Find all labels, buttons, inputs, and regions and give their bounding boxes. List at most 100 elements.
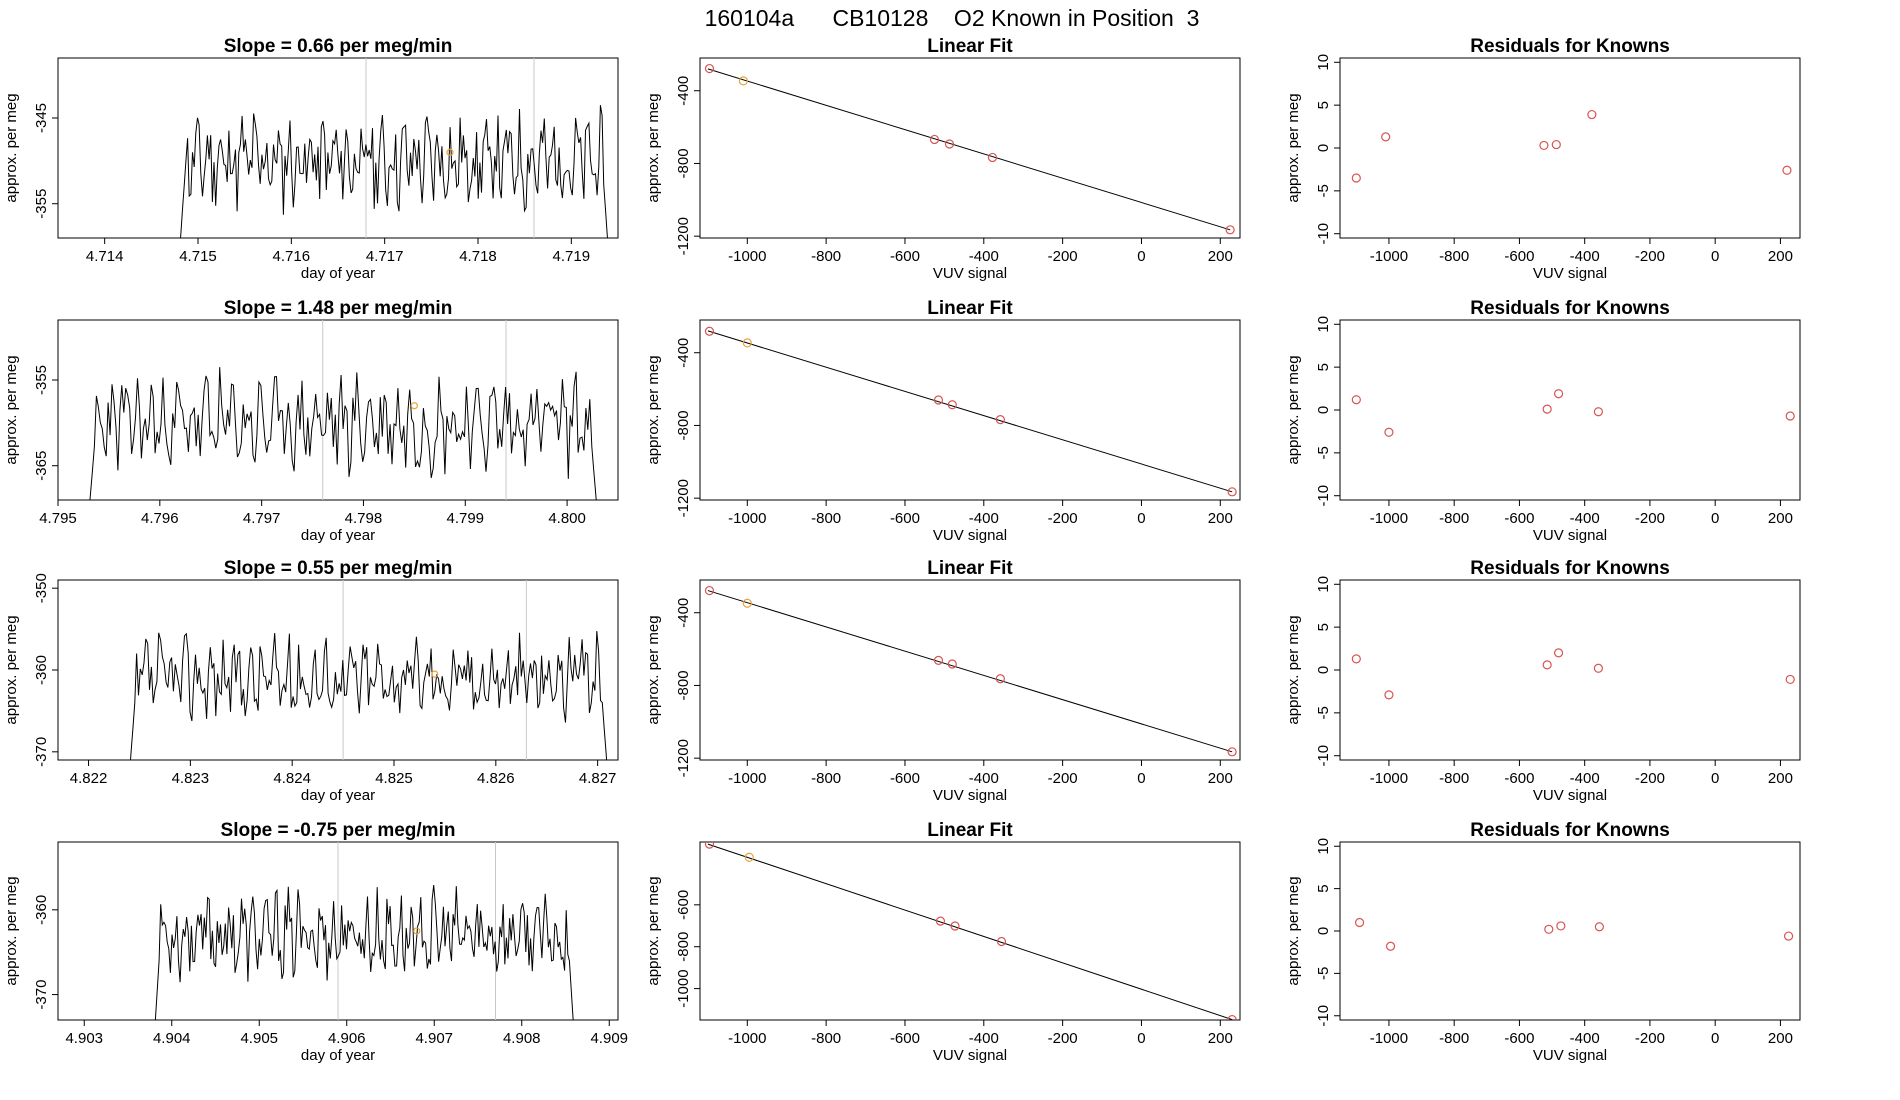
panel-title: Residuals for Knowns: [1470, 558, 1670, 579]
x-tick-label: 4.716: [273, 248, 311, 265]
data-point: [1556, 921, 1566, 931]
y-tick-label: -1200: [675, 217, 692, 255]
y-tick-label: -5: [1315, 446, 1332, 459]
y-tick-label: -1200: [675, 739, 692, 777]
y-tick-label: -800: [675, 932, 692, 962]
x-tick-label: 4.719: [553, 248, 591, 265]
y-axis-label: approx. per meg: [1285, 615, 1302, 724]
data-point: [1782, 165, 1792, 175]
y-axis-label: approx. per meg: [645, 876, 662, 985]
plot-frame: [699, 57, 1241, 239]
x-tick-label: 200: [1768, 510, 1793, 527]
x-tick-label: 0: [1137, 770, 1145, 787]
x-tick-label: 4.796: [141, 510, 179, 527]
data-point: [1785, 674, 1795, 685]
x-tick-label: -600: [1504, 510, 1534, 527]
y-tick-label: 5: [1315, 623, 1332, 631]
panel-title: Slope = 0.66 per meg/min: [224, 36, 453, 57]
data-point: [1351, 395, 1361, 405]
x-tick-label: 200: [1768, 1030, 1793, 1047]
data-point: [950, 921, 960, 931]
x-tick-label: -600: [1504, 248, 1534, 265]
data-point: [1384, 427, 1394, 437]
x-tick-label: -1000: [728, 248, 766, 265]
data-point: [1351, 173, 1361, 183]
y-tick-label: 5: [1315, 101, 1332, 109]
x-tick-label: 4.717: [366, 248, 404, 265]
y-tick-label: -400: [675, 338, 692, 368]
x-tick-label: 4.823: [172, 770, 210, 787]
x-tick-label: 4.908: [503, 1030, 541, 1047]
panel-title: Linear Fit: [927, 558, 1013, 579]
data-point: [1542, 660, 1552, 670]
figure-title: 160104a CB10128 O2 Known in Position 3: [705, 5, 1200, 31]
data-point: [1227, 1014, 1237, 1020]
y-tick-label: -345: [33, 103, 50, 133]
x-tick-label: -1000: [1370, 248, 1408, 265]
x-tick-label: 200: [1208, 770, 1233, 787]
y-tick-label: -370: [33, 737, 50, 767]
x-tick-label: -800: [811, 770, 841, 787]
panel-2-2: Residuals for Knowns-1000 -800 -600 -400 -20…: [1285, 558, 1801, 804]
x-tick-label: 4.824: [273, 770, 311, 787]
plot-data: [704, 63, 1235, 235]
y-tick-label: -800: [675, 148, 692, 178]
x-tick-label: -1000: [1370, 770, 1408, 787]
plot-frame: [57, 319, 619, 501]
data-point: [1593, 407, 1603, 417]
y-tick-label: -10: [1315, 745, 1332, 767]
x-tick-label: -200: [1048, 510, 1078, 527]
data-point: [1553, 389, 1564, 399]
x-tick-label: -1000: [728, 770, 766, 787]
data-point: [1783, 931, 1794, 941]
y-tick-label: -800: [675, 410, 692, 440]
x-tick-label: 4.827: [579, 770, 617, 787]
x-tick-label: 0: [1711, 770, 1719, 787]
x-tick-label: 4.826: [477, 770, 515, 787]
x-tick-label: 4.903: [65, 1030, 103, 1047]
y-axis-label: approx. per meg: [1285, 93, 1302, 202]
x-tick-label: -200: [1048, 1030, 1078, 1047]
x-tick-label: 0: [1711, 510, 1719, 527]
plot-frame: [1339, 841, 1801, 1021]
x-tick-label: 4.905: [240, 1030, 278, 1047]
y-tick-label: -5: [1315, 184, 1332, 197]
data-point: [1225, 225, 1235, 235]
x-tick-label: 4.795: [39, 510, 77, 527]
x-tick-label: 200: [1208, 510, 1233, 527]
x-tick-label: -1000: [728, 1030, 766, 1047]
data-point: [1539, 140, 1549, 151]
y-tick-label: -10: [1315, 485, 1332, 507]
y-tick-label: 10: [1315, 576, 1332, 593]
data-point: [704, 842, 715, 849]
y-axis-label: approx. per meg: [3, 93, 20, 202]
data-point: [1593, 663, 1603, 673]
data-point: [1227, 747, 1237, 757]
data-point: [1551, 139, 1561, 150]
plot-data: [1351, 389, 1795, 437]
panel-title: Residuals for Knowns: [1470, 36, 1670, 57]
y-axis-label: approx. per meg: [1285, 355, 1302, 464]
x-tick-label: -1000: [1370, 510, 1408, 527]
y-tick-label: 0: [1315, 144, 1332, 152]
plot-data: [154, 842, 574, 1020]
x-tick-label: -400: [969, 510, 999, 527]
y-tick-label: -10: [1315, 223, 1332, 245]
panel-title: Slope = -0.75 per meg/min: [221, 820, 456, 841]
fit-line: [707, 590, 1233, 753]
x-axis-label: VUV signal: [1533, 527, 1607, 544]
y-tick-label: 10: [1315, 316, 1332, 333]
x-axis-label: VUV signal: [933, 265, 1007, 282]
x-tick-label: 200: [1208, 248, 1233, 265]
panel-3-1: Linear Fit -1000 -800 -600 -400 -200 0 200 -600 -…: [645, 820, 1241, 1064]
data-point: [704, 63, 715, 74]
y-axis-label: approx. per meg: [645, 355, 662, 464]
panel-title: Slope = 1.48 per meg/min: [224, 298, 453, 319]
plot-data: [704, 326, 1237, 497]
data-point: [1227, 487, 1237, 497]
plot-data: [704, 842, 1237, 1020]
mean-marker: [410, 402, 418, 410]
panel-title: Slope = 0.55 per meg/min: [224, 558, 453, 579]
x-tick-label: 4.822: [70, 770, 108, 787]
